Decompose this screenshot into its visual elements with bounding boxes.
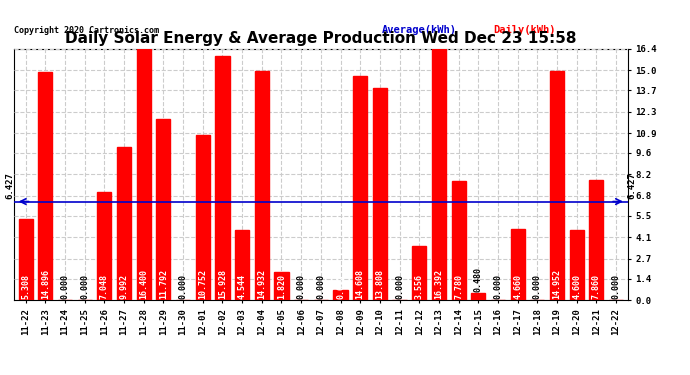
Text: 0.000: 0.000 bbox=[61, 274, 70, 299]
Text: 0.000: 0.000 bbox=[395, 274, 404, 299]
Text: 10.752: 10.752 bbox=[198, 269, 207, 299]
Text: 9.992: 9.992 bbox=[119, 274, 128, 299]
Text: Average(kWh): Average(kWh) bbox=[382, 25, 457, 35]
Text: 4.600: 4.600 bbox=[572, 274, 581, 299]
Text: 16.400: 16.400 bbox=[139, 269, 148, 299]
Text: 6.427: 6.427 bbox=[627, 172, 636, 199]
Bar bbox=[19, 219, 32, 300]
Bar bbox=[333, 290, 348, 300]
Bar bbox=[196, 135, 210, 300]
Text: Copyright 2020 Cartronics.com: Copyright 2020 Cartronics.com bbox=[14, 26, 159, 35]
Bar bbox=[570, 230, 584, 300]
Bar bbox=[137, 49, 151, 300]
Bar bbox=[511, 229, 525, 300]
Bar bbox=[451, 181, 466, 300]
Text: 5.308: 5.308 bbox=[21, 274, 30, 299]
Text: 6.427: 6.427 bbox=[6, 172, 14, 199]
Text: 0.632: 0.632 bbox=[336, 274, 345, 299]
Bar bbox=[412, 246, 426, 300]
Text: 0.000: 0.000 bbox=[493, 274, 502, 299]
Text: 0.000: 0.000 bbox=[297, 274, 306, 299]
Text: 14.952: 14.952 bbox=[553, 269, 562, 299]
Text: 14.932: 14.932 bbox=[257, 269, 266, 299]
Title: Daily Solar Energy & Average Production Wed Dec 23 15:58: Daily Solar Energy & Average Production … bbox=[65, 31, 577, 46]
Bar bbox=[117, 147, 131, 300]
Text: 4.660: 4.660 bbox=[513, 274, 522, 299]
Bar bbox=[97, 192, 111, 300]
Text: 3.556: 3.556 bbox=[415, 274, 424, 299]
Text: 0.000: 0.000 bbox=[179, 274, 188, 299]
Text: 0.480: 0.480 bbox=[474, 267, 483, 292]
Bar bbox=[215, 56, 230, 300]
Text: 15.928: 15.928 bbox=[218, 269, 227, 299]
Bar bbox=[275, 272, 288, 300]
Text: 0.000: 0.000 bbox=[316, 274, 326, 299]
Text: 4.544: 4.544 bbox=[237, 274, 246, 299]
Text: 16.392: 16.392 bbox=[435, 269, 444, 299]
Bar bbox=[432, 49, 446, 300]
Text: 11.792: 11.792 bbox=[159, 269, 168, 299]
Bar bbox=[373, 88, 387, 300]
Text: 7.048: 7.048 bbox=[100, 274, 109, 299]
Bar bbox=[589, 180, 604, 300]
Text: 0.000: 0.000 bbox=[80, 274, 89, 299]
Text: 14.608: 14.608 bbox=[356, 269, 365, 299]
Text: 1.820: 1.820 bbox=[277, 274, 286, 299]
Bar bbox=[550, 71, 564, 300]
Text: 0.000: 0.000 bbox=[533, 274, 542, 299]
Text: 14.896: 14.896 bbox=[41, 269, 50, 299]
Bar bbox=[255, 71, 269, 300]
Text: 7.780: 7.780 bbox=[454, 274, 463, 299]
Bar bbox=[471, 292, 485, 300]
Bar bbox=[235, 230, 249, 300]
Text: 0.000: 0.000 bbox=[611, 274, 620, 299]
Text: Daily(kWh): Daily(kWh) bbox=[493, 25, 555, 35]
Bar bbox=[38, 72, 52, 300]
Bar bbox=[157, 119, 170, 300]
Text: 7.860: 7.860 bbox=[592, 274, 601, 299]
Bar bbox=[353, 76, 367, 300]
Text: 13.808: 13.808 bbox=[375, 269, 384, 299]
